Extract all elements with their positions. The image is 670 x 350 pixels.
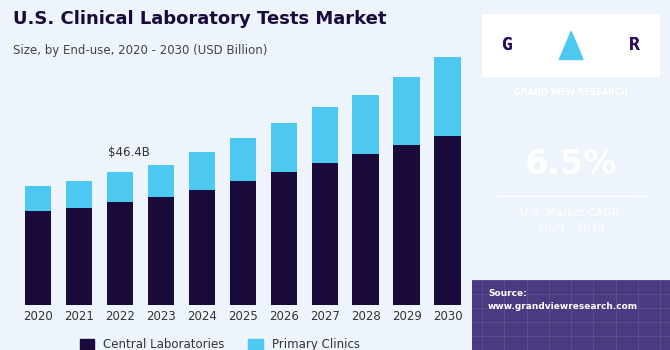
Bar	[25, 186, 52, 211]
Bar	[107, 202, 133, 304]
Text: G: G	[502, 36, 513, 55]
Bar	[107, 172, 133, 202]
Text: G: G	[502, 36, 513, 55]
Bar	[188, 190, 215, 304]
Bar	[393, 145, 420, 304]
Text: Size, by End-use, 2020 - 2030 (USD Billion): Size, by End-use, 2020 - 2030 (USD Billi…	[13, 44, 268, 57]
Bar	[230, 138, 256, 181]
Text: U.S. Clinical Laboratory Tests Market: U.S. Clinical Laboratory Tests Market	[13, 10, 387, 28]
Legend: Central Laboratories, Primary Clinics: Central Laboratories, Primary Clinics	[75, 334, 364, 350]
Text: $46.4B: $46.4B	[108, 146, 149, 159]
Bar	[66, 181, 92, 208]
Bar	[312, 107, 338, 163]
FancyBboxPatch shape	[482, 14, 660, 77]
Text: R: R	[629, 36, 640, 55]
FancyBboxPatch shape	[607, 25, 656, 66]
Bar	[188, 152, 215, 190]
Text: 6.5%: 6.5%	[525, 148, 618, 181]
Bar	[25, 211, 52, 304]
Bar	[434, 57, 461, 136]
Bar	[271, 172, 297, 304]
Bar	[147, 164, 174, 197]
Bar	[147, 197, 174, 304]
Bar	[230, 181, 256, 304]
Bar	[352, 94, 379, 154]
Text: U.S. Market CAGR,
2024 - 2030: U.S. Market CAGR, 2024 - 2030	[520, 208, 622, 233]
Bar	[352, 154, 379, 304]
Bar	[393, 77, 420, 145]
Text: R: R	[629, 36, 640, 55]
Text: Source:
www.grandviewresearch.com: Source: www.grandviewresearch.com	[488, 289, 639, 311]
Bar	[271, 123, 297, 172]
Bar	[434, 136, 461, 304]
Bar	[312, 163, 338, 304]
FancyBboxPatch shape	[472, 280, 670, 350]
Text: GRAND VIEW RESEARCH: GRAND VIEW RESEARCH	[515, 88, 628, 97]
Bar	[66, 208, 92, 304]
FancyBboxPatch shape	[486, 25, 535, 66]
Polygon shape	[559, 32, 583, 60]
